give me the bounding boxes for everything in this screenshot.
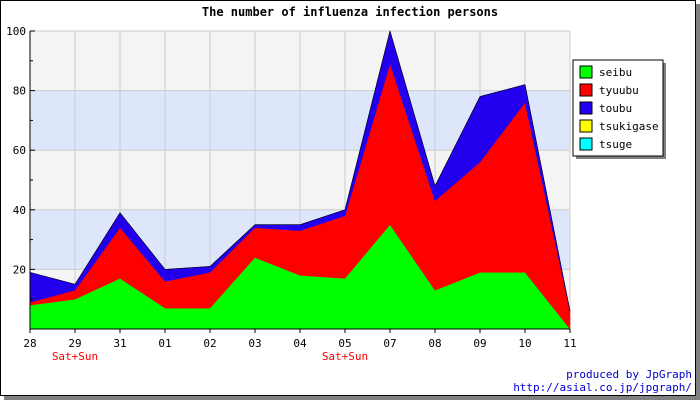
x-tick-label: 07 — [383, 337, 396, 350]
x-tick-label: 08 — [428, 337, 441, 350]
x-tick-note: Sat+Sun — [52, 350, 98, 363]
y-tick-label: 60 — [13, 144, 26, 157]
legend-swatch-tsuge — [579, 137, 593, 151]
x-tick-label: 28 — [23, 337, 36, 350]
credit-url[interactable]: http://asial.co.jp/jpgraph/ — [513, 381, 692, 394]
x-tick-label: 11 — [563, 337, 576, 350]
x-tick-note: Sat+Sun — [322, 350, 368, 363]
legend-swatch-tyuubu — [579, 83, 593, 97]
legend-label-tyuubu: tyuubu — [599, 84, 639, 97]
y-tick-label: 40 — [13, 204, 26, 217]
x-tick-label: 01 — [158, 337, 171, 350]
legend-swatch-toubu — [579, 101, 593, 115]
y-tick-label: 80 — [13, 85, 26, 98]
credit-text: produced by JpGraph — [566, 368, 692, 381]
legend-label-tsukigase: tsukigase — [599, 120, 659, 133]
chart-legend: seibu tyuubu toubu tsukigase tsuge — [572, 59, 666, 159]
legend-label-toubu: toubu — [599, 102, 632, 115]
x-tick-label: 29 — [68, 337, 81, 350]
y-tick-label: 20 — [13, 263, 26, 276]
legend-label-tsuge: tsuge — [599, 138, 632, 151]
x-tick-label: 02 — [203, 337, 216, 350]
legend-swatch-seibu — [579, 65, 593, 79]
x-tick-label: 31 — [113, 337, 126, 350]
x-tick-label: 03 — [248, 337, 261, 350]
x-tick-label: 04 — [293, 337, 307, 350]
x-tick-label: 05 — [338, 337, 351, 350]
x-tick-label: 09 — [473, 337, 486, 350]
x-tick-label: 10 — [518, 337, 531, 350]
stack-outline — [29, 29, 571, 312]
legend-swatch-tsukigase — [579, 119, 593, 133]
y-tick-label: 100 — [6, 25, 26, 38]
legend-label-seibu: seibu — [599, 66, 632, 79]
chart-title: The number of influenza infection person… — [202, 5, 498, 19]
